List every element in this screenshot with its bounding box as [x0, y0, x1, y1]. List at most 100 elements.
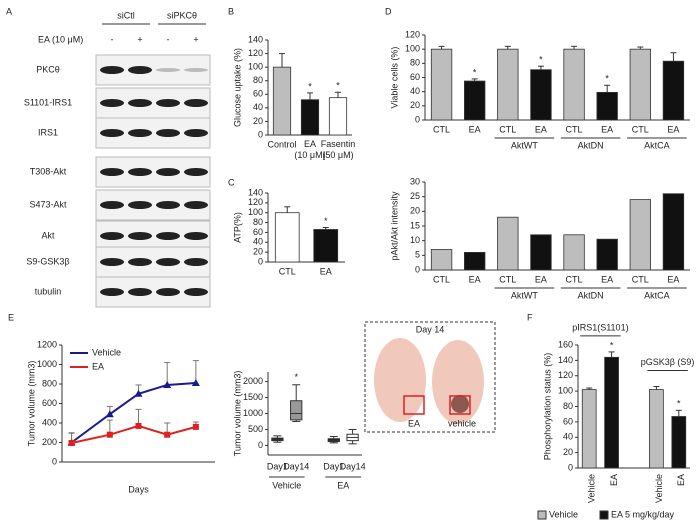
bar [563, 234, 585, 271]
x-tick-label: Fasentin (50 μM) [321, 139, 356, 160]
x-tick-label: EA (10 μM) [294, 139, 325, 160]
blot-band [184, 68, 208, 72]
blot-band [156, 288, 180, 296]
x-tick-label: EA [676, 474, 686, 486]
blot-row-label: IRS1 [38, 127, 58, 137]
blot-band [156, 201, 180, 209]
y-tick-label: 25 [410, 191, 420, 201]
bar [430, 48, 453, 121]
y-tick-label: 100 [248, 62, 263, 72]
blot-band [100, 168, 124, 176]
blot-band [100, 99, 124, 107]
y-tick-label: 80 [563, 401, 573, 411]
y-axis-label: Tumor volume (mm3) [26, 361, 36, 447]
x-tick-label: Day14 [283, 461, 309, 471]
legend-label: EA [92, 361, 104, 371]
y-tick-label: 60 [253, 89, 263, 99]
blot-band [156, 99, 180, 107]
bar [464, 251, 486, 271]
x-tick-label: EA [535, 274, 547, 284]
y-tick-label: 0 [568, 462, 573, 472]
group-label: AktDN [578, 290, 604, 300]
blot-band [128, 129, 152, 137]
y-tick-label: 2000 [243, 376, 263, 386]
blot-band [128, 232, 152, 240]
group-label: pIRS1(S1101) [572, 322, 628, 332]
group-label: Vehicle [272, 480, 301, 490]
group-label: AktCA [644, 140, 670, 150]
mouse [432, 340, 484, 424]
bar [328, 97, 348, 136]
group-label: pGSK3β (S9) [641, 357, 695, 367]
x-tick-label: Control [267, 139, 296, 149]
point [192, 423, 199, 430]
inset-label: vehicle [448, 418, 476, 428]
blot-band [128, 66, 152, 74]
legend-label: EA 5 mg/kg/day [611, 509, 675, 519]
y-tick-label: 400 [42, 417, 57, 427]
x-tick-label: Vehicle [587, 474, 597, 503]
x-axis-label: Days [128, 484, 149, 494]
blot-band [100, 129, 124, 137]
significance: * [324, 216, 328, 226]
y-axis-label: Glucose uptake (%) [232, 48, 242, 127]
bar [629, 48, 651, 121]
y-tick-label: 140 [248, 34, 263, 44]
y-tick-label: 40 [253, 237, 263, 247]
panel-label: E [8, 312, 14, 322]
point [164, 431, 171, 438]
y-tick-label: 80 [410, 58, 420, 68]
blot-band [100, 288, 124, 296]
group-label: EA [337, 480, 349, 490]
bar [596, 238, 618, 271]
x-tick-label: CTL [279, 266, 296, 276]
blot-band [156, 68, 180, 72]
bar [563, 48, 585, 121]
legend-swatch [537, 510, 547, 520]
blot-band [100, 232, 124, 240]
blot-row-label: S9-GSK3β [26, 256, 69, 266]
x-tick-label: Day14 [340, 461, 366, 471]
y-tick-label: 20 [410, 100, 420, 110]
x-tick-label: CTL [632, 124, 649, 134]
treatment-label: EA (10 μM) [38, 34, 83, 44]
bar [430, 249, 453, 271]
bar [596, 91, 618, 121]
legend-label: Vehicle [92, 347, 121, 357]
y-tick-label: 0 [258, 129, 263, 139]
x-tick-label: EA [609, 474, 619, 486]
blot-band [184, 99, 208, 107]
y-tick-label: 0 [415, 114, 420, 124]
blot-band [128, 258, 152, 266]
y-tick-label: 1000 [37, 359, 57, 369]
y-tick-label: 80 [253, 75, 263, 85]
y-tick-label: 20 [253, 247, 263, 257]
significance: * [605, 74, 609, 84]
legend-label: Vehicle [549, 509, 578, 519]
significance: * [677, 399, 681, 409]
lane-group: siCtl [117, 10, 135, 20]
y-tick-label: 60 [410, 72, 420, 82]
y-tick-label: 60 [253, 227, 263, 237]
highlight [449, 395, 471, 415]
x-tick-label: EA [601, 274, 613, 284]
tumor [451, 395, 469, 413]
blot-band [156, 129, 180, 137]
blot-band [100, 66, 124, 74]
y-tick-label: 160 [558, 339, 573, 349]
blot-row-label: S1101-IRS1 [24, 97, 72, 107]
y-tick-label: 600 [42, 398, 57, 408]
panel-label: C [228, 177, 235, 187]
x-tick-label: EA [667, 274, 679, 284]
group-label: AktDN [578, 140, 604, 150]
bar [662, 60, 685, 121]
bar [530, 69, 552, 121]
x-tick-label: CTL [433, 274, 450, 284]
bar [581, 389, 597, 469]
blot-band [184, 232, 208, 240]
box [290, 400, 303, 421]
lane-sign: + [193, 34, 198, 44]
inset-label: EA [408, 418, 420, 428]
x-tick-label: EA [667, 124, 679, 134]
x-tick-label: EA [320, 266, 332, 276]
